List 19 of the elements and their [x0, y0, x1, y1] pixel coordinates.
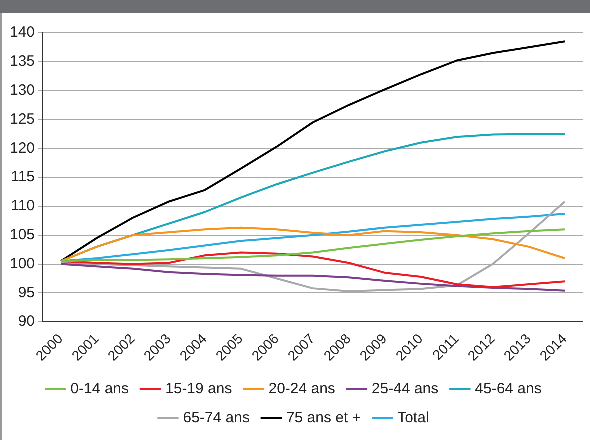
y-tick-label: 100 [10, 255, 36, 272]
legend-label: 0-14 ans [70, 380, 130, 398]
legend-label: 25-44 ans [372, 380, 439, 398]
y-tick-label: 90 [18, 313, 36, 330]
y-tick-label: 130 [10, 82, 36, 99]
legend-label: 75 ans et + [286, 410, 362, 427]
legend-label: 45-64 ans [475, 380, 542, 398]
y-tick-label: 140 [10, 24, 36, 42]
y-tick-label: 120 [10, 140, 36, 157]
y-tick-label: 125 [10, 110, 36, 128]
legend-label: 65-74 ans [183, 410, 250, 427]
legend-label: Total [398, 410, 430, 427]
legend-label: 20-24 ans [268, 380, 336, 398]
y-tick-label: 110 [11, 198, 36, 215]
y-tick-label: 105 [10, 226, 36, 244]
legend-label: 15-19 ans [166, 380, 232, 398]
y-tick-label: 115 [11, 168, 36, 186]
y-tick-label: 135 [10, 53, 36, 70]
y-tick-label: 95 [18, 284, 36, 302]
